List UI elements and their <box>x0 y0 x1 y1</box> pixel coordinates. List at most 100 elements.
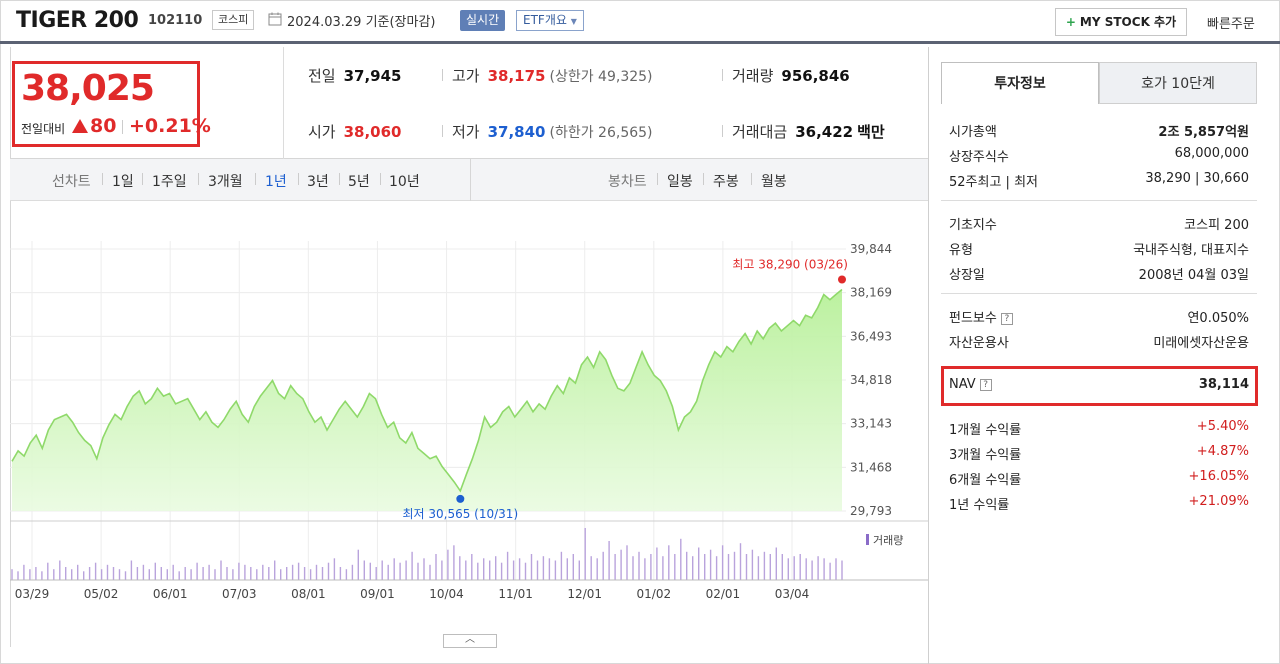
stat-divider <box>722 69 723 81</box>
help-icon[interactable]: ? <box>1000 313 1013 325</box>
y-tick-label: 34,818 <box>850 373 892 387</box>
info-label: 기초지수 <box>949 218 997 233</box>
help-icon[interactable]: ? <box>979 379 992 391</box>
volume-bar <box>483 558 485 580</box>
left-border <box>10 47 11 647</box>
calendar-icon <box>268 12 282 26</box>
etf-overview-dropdown[interactable]: ETF개요 ▼ <box>516 10 584 31</box>
volume-bar <box>829 562 831 580</box>
x-tick-label: 09/01 <box>360 587 395 601</box>
info-label: 상장주식수 <box>949 150 1009 165</box>
period-1w[interactable]: 1주일 <box>152 174 187 190</box>
info-base-index: 기초지수 코스피 200 <box>949 214 1249 234</box>
volume-bar <box>11 569 13 580</box>
nav-label-wrap: NAV? <box>949 377 992 392</box>
candle-daily[interactable]: 일봉 <box>667 174 693 190</box>
volume-bar <box>345 569 348 580</box>
volume-bar <box>781 554 783 580</box>
volume-bar <box>178 571 180 580</box>
info-label: 52주최고 | 최저 <box>949 175 1038 190</box>
volume-bar <box>614 554 616 580</box>
return-value: +16.05% <box>1188 469 1249 484</box>
volume-bar <box>238 562 240 580</box>
tab-investment-info[interactable]: 투자정보 <box>941 62 1099 104</box>
price-chart[interactable]: 39,844 38,169 36,493 34,818 33,143 31,468 29,7… <box>10 201 928 633</box>
volume-bar <box>124 571 127 580</box>
volume-bar <box>321 567 324 580</box>
volume-bar <box>632 556 634 580</box>
candle-chart-label: 봉차트 <box>608 174 647 190</box>
volume-bar <box>274 560 276 580</box>
info-value: 코스피 200 <box>1184 218 1249 233</box>
realtime-button[interactable]: 실시간 <box>460 10 506 31</box>
quick-order-link[interactable]: 빠른주문 <box>1207 17 1255 32</box>
y-tick-label: 39,844 <box>850 242 892 256</box>
add-mystock-button[interactable]: + MY STOCK 추가 <box>1055 8 1187 36</box>
low-value: 37,840 <box>487 123 546 141</box>
volume-bar <box>387 564 389 580</box>
volume-bar <box>680 538 682 580</box>
volume-bar <box>560 551 563 580</box>
etf-overview-label: ETF개요 <box>523 13 567 27</box>
volume-bar <box>100 569 103 580</box>
volume-bar <box>471 554 473 580</box>
period-divider <box>298 173 299 185</box>
volume-bar <box>327 562 330 580</box>
volume-bar <box>214 569 216 580</box>
volume-bar <box>154 562 156 580</box>
return-label: 3개월 수익률 <box>949 448 1022 463</box>
period-10y[interactable]: 10년 <box>389 174 420 190</box>
return-6m: 6개월 수익률 +16.05% <box>949 469 1249 489</box>
volume-bar <box>602 551 604 580</box>
period-bar: 선차트 1일 1주일 3개월 1년 3년 5년 10년 봉차트 일봉 주봉 월봉 <box>10 159 928 201</box>
volume-bar <box>208 564 210 580</box>
volume-bar <box>668 545 670 580</box>
y-tick-label: 38,169 <box>850 286 892 300</box>
volume-bar <box>596 558 598 580</box>
candle-weekly[interactable]: 주봉 <box>713 174 739 190</box>
info-divider <box>941 293 1257 294</box>
stat-divider <box>442 125 443 137</box>
x-tick-label: 06/01 <box>153 587 188 601</box>
market-badge: 코스피 <box>212 10 255 30</box>
period-3y[interactable]: 3년 <box>307 174 329 190</box>
etf-code: 102110 <box>148 13 203 28</box>
volume-bar <box>530 554 533 580</box>
volume-bar <box>112 567 115 580</box>
etf-title: TIGER 200 <box>16 8 139 33</box>
volume-bar <box>423 558 425 580</box>
candle-monthly[interactable]: 월봉 <box>761 174 787 190</box>
volume-bar <box>160 567 162 580</box>
volume-bar <box>136 567 139 580</box>
return-value: +21.09% <box>1188 494 1249 509</box>
volume-bar <box>65 567 67 580</box>
volume-bar <box>118 569 121 580</box>
info-fund-fee: 펀드보수? 연0.050% <box>949 307 1249 327</box>
info-listing-date: 상장일 2008년 04월 03일 <box>949 264 1249 284</box>
volume-bar <box>381 560 383 580</box>
period-1d[interactable]: 1일 <box>112 174 134 190</box>
period-5y[interactable]: 5년 <box>348 174 370 190</box>
volume-bar <box>620 549 622 580</box>
info-label: 시가총액 <box>949 125 997 140</box>
low-label: 저가 <box>452 123 480 141</box>
info-label: 펀드보수 <box>949 311 997 326</box>
collapse-chart-button[interactable]: ︿ <box>443 634 497 648</box>
volume-bar <box>435 554 437 580</box>
period-divider <box>703 173 704 185</box>
change-label: 전일대비 <box>21 122 66 136</box>
volume-bar <box>799 554 801 580</box>
up-arrow-icon <box>72 119 88 133</box>
x-tick-label: 05/02 <box>84 587 119 601</box>
upper-limit: (상한가 49,325) <box>549 69 653 85</box>
volume-bar <box>88 567 91 580</box>
info-value: 68,000,000 <box>1174 146 1249 161</box>
tab-order-book[interactable]: 호가 10단계 <box>1099 62 1257 104</box>
period-3m[interactable]: 3개월 <box>208 174 243 190</box>
return-label: 1년 수익률 <box>949 498 1010 513</box>
x-tick-label: 03/04 <box>775 587 810 601</box>
volume-bar <box>232 569 234 580</box>
stat-divider <box>442 69 443 81</box>
period-1y[interactable]: 1년 <box>265 174 287 190</box>
price-chart-svg: 39,844 38,169 36,493 34,818 33,143 31,468 29,7… <box>10 241 928 601</box>
